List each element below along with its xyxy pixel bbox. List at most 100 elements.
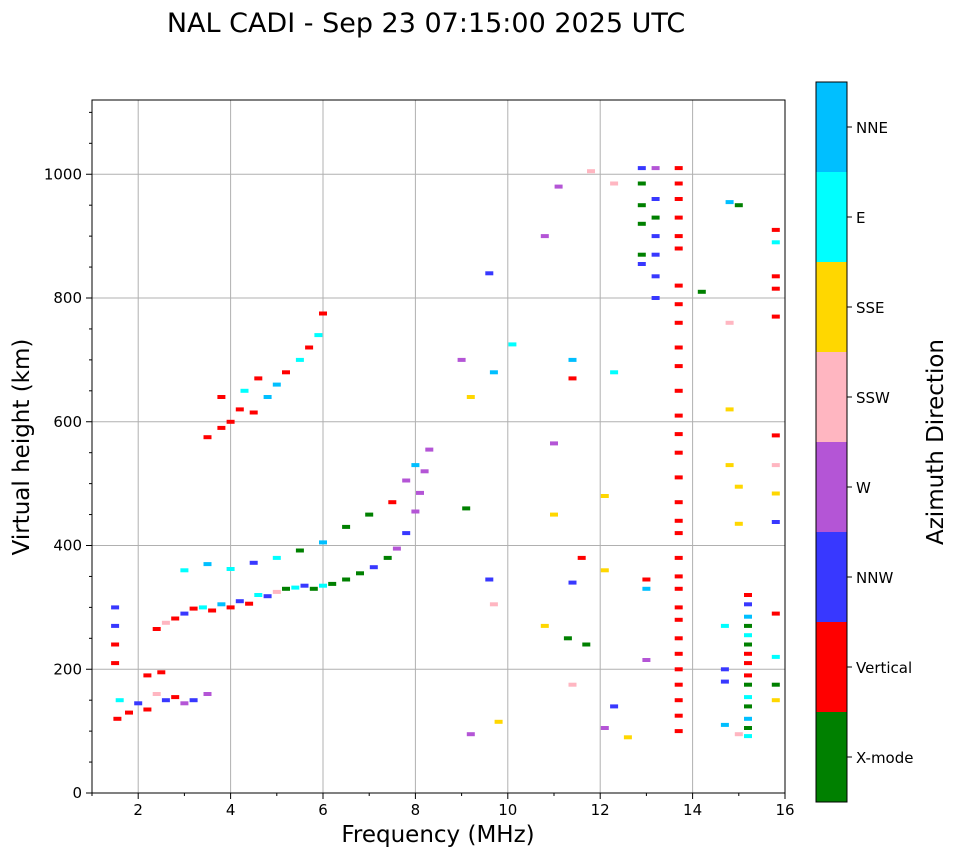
echo-point [600,726,609,730]
echo-point [651,166,660,171]
echo-point [674,388,683,393]
echo-point [143,707,152,712]
echo-point [171,616,180,621]
echo-point [235,599,244,604]
echo-point [674,531,683,536]
y-tick-label: 800 [53,289,82,307]
chart-title: NAL CADI - Sep 23 07:15:00 2025 UTC [167,8,685,39]
echo-point [744,673,752,678]
echo-point [637,221,646,226]
echo-point [674,246,683,251]
echo-point [111,623,120,628]
echo-point [771,491,780,496]
echo-point [143,673,152,678]
echo-point [254,593,263,597]
echo-point [203,692,212,696]
data-points [111,166,780,740]
echo-point [600,568,609,573]
echo-point [111,661,120,666]
echo-point [744,695,752,700]
echo-point [725,463,734,468]
colorbar-swatch [816,172,847,262]
echo-point [771,611,780,616]
colorbar-label-ssw: SSW [856,389,890,407]
echo-point [744,642,752,647]
echo-point [674,636,683,641]
echo-point [489,370,498,375]
echo-point [568,376,577,381]
echo-point [600,494,609,498]
echo-point [319,583,327,588]
echo-point [734,484,743,489]
echo-point [309,586,318,591]
y-tick-label: 600 [53,413,82,431]
echo-point [319,540,327,545]
echo-point [203,562,212,567]
echo-point [674,651,683,656]
echo-point [392,546,401,551]
echo-point [651,296,660,300]
echo-point [272,555,281,560]
echo-point [577,555,586,560]
colorbar-swatch [816,532,847,622]
echo-point [697,289,706,294]
echo-point [637,252,646,257]
echo-point [494,719,503,724]
echo-point [637,181,646,186]
echo-point [734,203,743,208]
echo-point [485,577,494,582]
echo-point [771,227,780,232]
echo-point [674,166,683,171]
echo-point [402,531,411,536]
colorbar-label-e: E [856,209,865,227]
echo-point [674,215,683,220]
echo-point [674,518,683,523]
echo-point [610,370,619,375]
y-axis: 0 200 400 600 800 1000 [44,111,92,802]
echo-point [508,342,517,347]
x-axis: 2 4 6 8 10 12 14 16 [91,793,795,819]
echo-point [771,463,780,468]
echo-point [402,478,411,483]
echo-point [623,735,632,740]
echo-point [295,548,304,553]
echo-point [356,571,364,576]
colorbar-label-nne: NNE [856,119,888,137]
x-tick-label: 6 [318,801,328,819]
echo-point [674,698,683,703]
echo-point [744,623,752,628]
echo-point [744,661,752,666]
echo-point [217,425,226,430]
echo-point [411,463,420,468]
echo-point [725,320,734,325]
x-tick-label: 12 [591,801,610,819]
echo-point [263,594,272,599]
echo-point [582,642,591,647]
echo-point [369,565,378,570]
echo-point [113,716,122,721]
echo-point [744,593,752,597]
colorbar-swatch [816,352,847,442]
echo-point [771,654,780,659]
echo-point [550,441,558,446]
echo-point [198,605,207,610]
echo-point [651,274,660,279]
echo-point [226,567,235,571]
echo-point [189,698,198,703]
echo-point [674,432,683,437]
echo-point [651,197,660,201]
colorbar-frame [815,81,848,803]
y-axis-label: Virtual height (km) [9,339,35,556]
echo-point [485,271,494,276]
echo-point [674,181,683,186]
echo-point [416,490,424,495]
echo-point [240,388,249,393]
echo-point [734,521,743,526]
echo-point [720,722,729,727]
x-axis-label: Frequency (MHz) [341,822,534,848]
echo-point [489,602,498,607]
echo-point [540,234,549,239]
echo-point [157,670,166,675]
echo-point [744,726,752,730]
echo-point [161,698,170,703]
